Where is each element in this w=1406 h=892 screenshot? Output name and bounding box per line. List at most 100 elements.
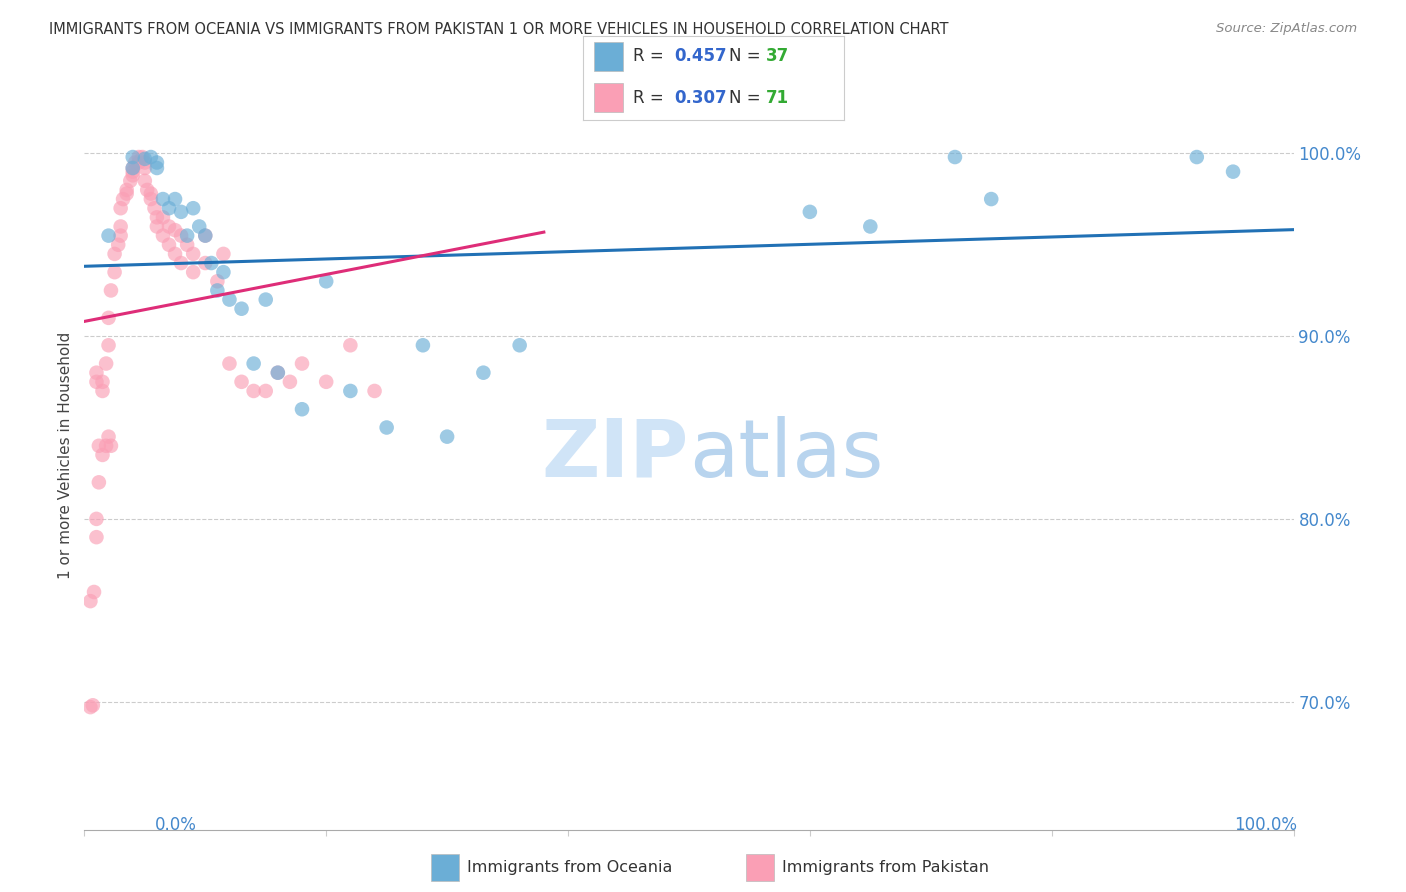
Point xyxy=(97,430,120,444)
Text: 71: 71 xyxy=(765,88,789,106)
Point xyxy=(165,192,187,206)
Point xyxy=(87,439,110,453)
Point xyxy=(146,211,169,225)
Point xyxy=(200,256,222,270)
Point xyxy=(254,384,277,398)
Point xyxy=(176,237,198,252)
Point xyxy=(176,228,198,243)
Point xyxy=(231,301,253,316)
Point xyxy=(472,366,495,380)
Point xyxy=(79,700,101,714)
Point xyxy=(181,201,204,215)
Point xyxy=(86,512,108,526)
Point xyxy=(157,219,180,234)
Point xyxy=(115,186,138,201)
Point xyxy=(181,265,204,279)
Point xyxy=(94,439,117,453)
Point xyxy=(124,155,146,169)
Text: N =: N = xyxy=(730,47,766,65)
Point xyxy=(146,161,169,175)
Point xyxy=(291,402,314,417)
Point xyxy=(157,201,180,215)
Point xyxy=(212,265,235,279)
Point xyxy=(91,448,114,462)
Point xyxy=(291,357,314,371)
Point xyxy=(143,201,166,215)
Point xyxy=(134,174,156,188)
Point xyxy=(79,594,101,608)
Point xyxy=(194,228,217,243)
Point xyxy=(91,375,114,389)
Text: R =: R = xyxy=(633,88,669,106)
Bar xyxy=(593,83,623,112)
Point xyxy=(86,366,108,380)
Point xyxy=(218,357,240,371)
Point xyxy=(181,247,204,261)
Text: ZIP: ZIP xyxy=(541,416,689,494)
Point xyxy=(121,161,143,175)
Text: N =: N = xyxy=(730,88,766,106)
Point xyxy=(139,150,162,164)
Point xyxy=(134,161,156,175)
Point xyxy=(231,375,253,389)
Point xyxy=(188,219,211,234)
Point xyxy=(859,219,882,234)
Point xyxy=(139,186,162,201)
Point xyxy=(267,366,290,380)
Point xyxy=(146,155,169,169)
Point xyxy=(110,228,132,243)
Point xyxy=(278,375,301,389)
Point xyxy=(121,169,143,183)
Point xyxy=(315,274,337,288)
Y-axis label: 1 or more Vehicles in Household: 1 or more Vehicles in Household xyxy=(58,331,73,579)
Point xyxy=(131,150,153,164)
Point xyxy=(207,284,229,298)
Point xyxy=(242,357,264,371)
Point xyxy=(110,201,132,215)
Point xyxy=(82,698,104,713)
Point xyxy=(121,161,143,175)
Point xyxy=(315,375,337,389)
Text: 0.457: 0.457 xyxy=(675,47,727,65)
Text: Source: ZipAtlas.com: Source: ZipAtlas.com xyxy=(1216,22,1357,36)
Point xyxy=(170,256,193,270)
Text: Immigrants from Pakistan: Immigrants from Pakistan xyxy=(782,861,988,875)
Point xyxy=(1185,150,1208,164)
Point xyxy=(194,228,217,243)
Point xyxy=(152,192,174,206)
Point xyxy=(104,247,127,261)
Point xyxy=(339,384,361,398)
Point xyxy=(242,384,264,398)
Point xyxy=(107,237,129,252)
Point xyxy=(146,219,169,234)
Point xyxy=(87,475,110,490)
Point xyxy=(363,384,385,398)
Text: 100.0%: 100.0% xyxy=(1234,816,1296,834)
Point xyxy=(194,256,217,270)
Point xyxy=(436,430,458,444)
Point xyxy=(134,152,156,166)
Bar xyxy=(747,855,773,881)
Text: 37: 37 xyxy=(765,47,789,65)
Text: atlas: atlas xyxy=(689,416,883,494)
Point xyxy=(165,223,187,237)
Point xyxy=(91,384,114,398)
Point xyxy=(121,164,143,178)
Point xyxy=(165,247,187,261)
Point xyxy=(128,155,150,169)
Point xyxy=(375,420,398,434)
Point xyxy=(218,293,240,307)
Point xyxy=(100,439,122,453)
Point xyxy=(100,284,122,298)
Point xyxy=(112,192,135,206)
Point xyxy=(943,150,966,164)
Point xyxy=(1222,164,1244,178)
Point xyxy=(412,338,434,352)
Point xyxy=(86,375,108,389)
Bar xyxy=(432,855,458,881)
Point xyxy=(104,265,127,279)
Point xyxy=(152,228,174,243)
Point xyxy=(339,338,361,352)
Point xyxy=(97,338,120,352)
Text: 0.307: 0.307 xyxy=(675,88,727,106)
